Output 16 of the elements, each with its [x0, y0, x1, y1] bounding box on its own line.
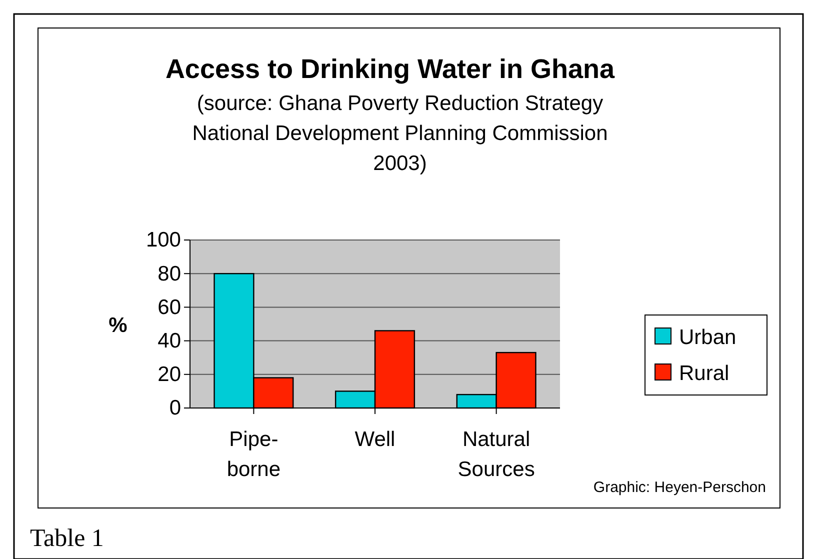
- y-tick-label: 0: [169, 396, 181, 420]
- y-tick-label: 60: [158, 296, 181, 319]
- legend-label: Urban: [679, 326, 736, 349]
- chart-title: Access to Drinking Water in Ghana: [165, 54, 616, 84]
- y-tick-label: 20: [158, 363, 181, 386]
- text: Graphic: Heyen-Perschon: [593, 479, 766, 496]
- y-tick-label: 100: [146, 228, 181, 252]
- legend-label: Rural: [679, 362, 730, 385]
- y-tick-label: 80: [158, 262, 181, 286]
- x-tick-label: Pipe-borne: [226, 428, 281, 481]
- x-tick-label: Natural Sources: [458, 428, 535, 481]
- y-tick-label: 40: [158, 330, 181, 353]
- chart-subtitle: (source: Ghana Poverty Reduction Strategy National Development Planning Commission 2003): [192, 92, 608, 175]
- y-axis-title: %: [108, 314, 128, 337]
- x-tick-label: Well: [354, 428, 396, 451]
- caption: Table 1: [30, 525, 104, 552]
